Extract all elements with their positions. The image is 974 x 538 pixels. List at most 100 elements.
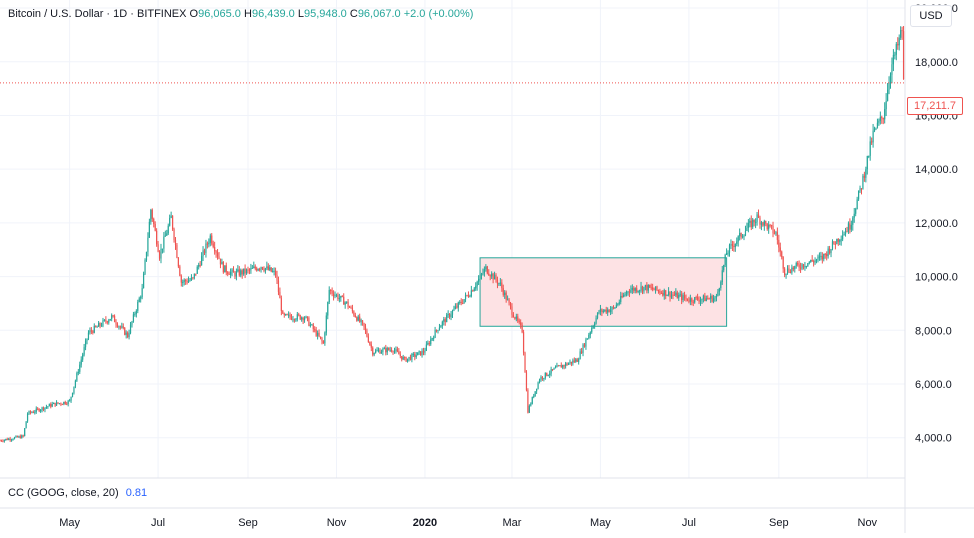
- candle-body: [34, 411, 36, 413]
- candle-body: [240, 270, 242, 276]
- candle-body: [554, 367, 557, 369]
- candle-body: [264, 268, 267, 271]
- time-tick-label: Jul: [151, 517, 165, 529]
- candle-body: [654, 286, 657, 290]
- candle-body: [871, 141, 873, 143]
- candle-body: [602, 310, 604, 312]
- candle-body: [778, 239, 780, 248]
- candle-body: [367, 336, 369, 343]
- candle-body: [578, 359, 580, 362]
- price-tick-label: 4,000.0: [915, 433, 952, 445]
- candle-body: [337, 294, 339, 300]
- candle-body: [430, 339, 432, 345]
- candle-body: [712, 298, 715, 302]
- candle-body: [656, 286, 658, 291]
- candle-body: [638, 290, 641, 292]
- candle-body: [225, 265, 227, 273]
- low-label: L: [297, 8, 304, 20]
- candle-body: [608, 309, 610, 313]
- candle-body: [575, 359, 577, 362]
- candle-body: [827, 248, 829, 257]
- candle-body: [612, 307, 615, 309]
- candle-body: [22, 435, 24, 437]
- candle-body: [372, 347, 374, 355]
- candle-body: [198, 264, 200, 267]
- candle-body: [846, 230, 848, 232]
- candle-body: [370, 344, 372, 348]
- candle-body: [205, 243, 207, 253]
- candle-body: [163, 236, 165, 249]
- candle-body: [80, 359, 82, 365]
- candle-body: [595, 317, 597, 324]
- candle-body: [319, 336, 322, 339]
- candle-body: [462, 303, 464, 305]
- range-rectangle[interactable]: [479, 257, 728, 327]
- candle-body: [96, 326, 98, 328]
- candle-body: [280, 298, 282, 312]
- time-tick-label: Nov: [858, 517, 878, 529]
- candle-body: [290, 317, 293, 320]
- candle-body: [8, 438, 10, 440]
- candle-body: [92, 331, 94, 333]
- candle-body: [852, 217, 854, 225]
- price-tick-label: 8,000.0: [915, 325, 952, 337]
- candle-body: [54, 402, 56, 406]
- candle-body: [145, 251, 148, 261]
- candle-body: [534, 391, 536, 397]
- candle-body: [717, 291, 719, 297]
- candle-body: [90, 330, 92, 332]
- candle-body: [900, 30, 902, 38]
- candle-body: [737, 236, 739, 242]
- candle-body: [643, 286, 645, 292]
- candle-body: [67, 400, 69, 404]
- candle-body: [359, 316, 361, 322]
- candle-body: [58, 403, 61, 405]
- candle-body: [505, 292, 507, 300]
- candle-body: [328, 289, 330, 303]
- candle-body: [428, 343, 430, 345]
- candle-body: [891, 64, 893, 75]
- candle-body: [354, 315, 356, 318]
- indicator-legend[interactable]: CC (GOOG, close, 20) 0.81: [8, 487, 147, 499]
- candle-body: [385, 348, 387, 353]
- candle-body: [305, 316, 307, 318]
- currency-button[interactable]: USD: [910, 5, 952, 27]
- candle-body: [813, 261, 815, 263]
- candle-body: [440, 325, 442, 328]
- candle-body: [743, 235, 745, 237]
- candle-body: [675, 292, 677, 296]
- candle-body: [335, 294, 338, 296]
- candle-body: [464, 295, 467, 300]
- candle-body: [821, 255, 823, 260]
- candle-body: [2, 440, 4, 442]
- candle-body: [218, 256, 220, 259]
- candle-body: [157, 244, 159, 252]
- candle-body: [697, 297, 699, 300]
- candle-body: [627, 291, 629, 293]
- candle-body: [106, 321, 108, 323]
- symbol-title[interactable]: Bitcoin / U.S. Dollar · 1D · BITFINEX: [8, 8, 187, 20]
- candle-body: [434, 329, 436, 338]
- candle-body: [173, 229, 175, 240]
- candle-body: [438, 327, 441, 331]
- time-tick-label: Mar: [502, 517, 521, 529]
- candle-body: [714, 297, 716, 299]
- candle-body: [589, 332, 591, 335]
- candle-body: [61, 404, 63, 406]
- candle-body: [869, 141, 871, 156]
- candle-body: [164, 235, 166, 237]
- candle-body: [132, 314, 135, 322]
- candle-body: [254, 266, 256, 269]
- candle-body: [624, 294, 626, 296]
- candle-body: [566, 363, 568, 365]
- candle-body: [699, 299, 702, 302]
- candle-body: [267, 266, 269, 270]
- candle-body: [353, 311, 355, 316]
- candle-body: [537, 382, 539, 389]
- symbol-legend[interactable]: Bitcoin / U.S. Dollar · 1D · BITFINEX O9…: [8, 8, 473, 20]
- candle-body: [794, 266, 796, 270]
- candle-body: [63, 401, 65, 405]
- candle-body: [140, 297, 142, 299]
